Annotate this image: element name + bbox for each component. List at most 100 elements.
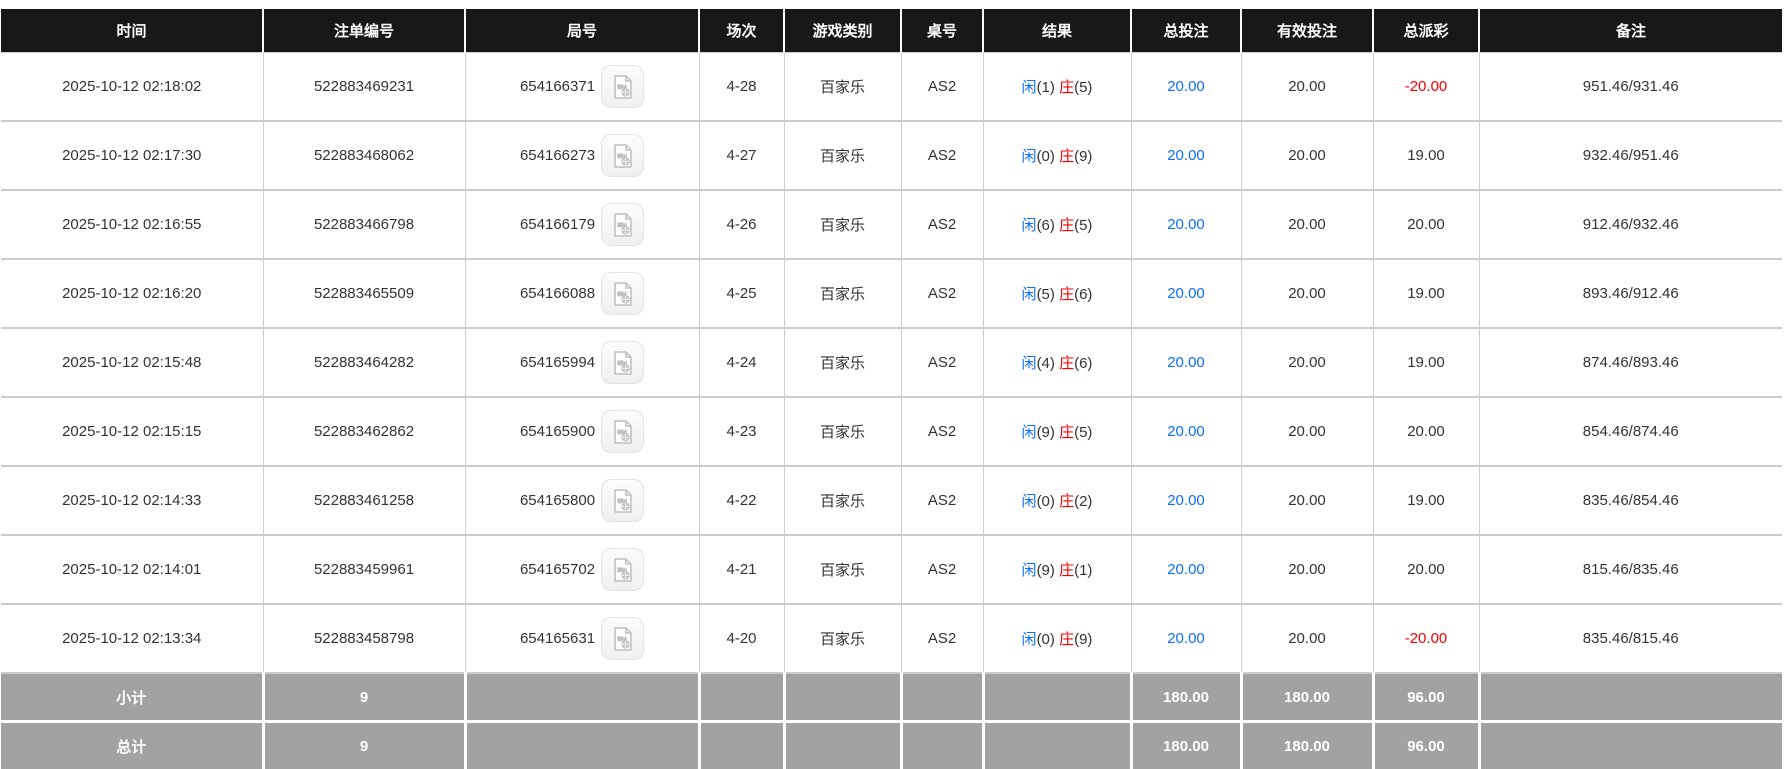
table-header: 时间 注单编号 局号 场次 游戏类别 桌号 结果 总投注 有效投注 总派彩 备注 [1, 9, 1782, 53]
banker-label: 庄 [1059, 286, 1074, 303]
video-replay-button[interactable] [601, 65, 644, 108]
player-points: (6) [1037, 217, 1055, 234]
player-points: (0) [1037, 631, 1055, 648]
player-label: 闲 [1022, 424, 1037, 441]
cell-remark: 951.46/931.46 [1479, 53, 1782, 122]
cell-order-no: 522883458798 [263, 604, 465, 673]
cell-time: 2025-10-12 02:14:01 [1, 535, 263, 604]
player-label: 闲 [1022, 286, 1037, 303]
cell-remark: 912.46/932.46 [1479, 190, 1782, 259]
cell-session: 4-23 [699, 397, 784, 466]
banker-points: (2) [1074, 493, 1092, 510]
video-file-icon [609, 211, 637, 239]
cell-session: 4-27 [699, 121, 784, 190]
banker-label: 庄 [1059, 424, 1074, 441]
subtotal-label: 小计 [1, 673, 263, 722]
subtotal-payout: 96.00 [1373, 673, 1479, 722]
col-header-table-no: 桌号 [901, 9, 983, 53]
round-number: 654165994 [520, 354, 595, 371]
cell-remark: 893.46/912.46 [1479, 259, 1782, 328]
player-label: 闲 [1022, 631, 1037, 648]
video-replay-button[interactable] [601, 341, 644, 384]
cell-total-bet: 20.00 [1131, 397, 1241, 466]
bet-records-table: 时间 注单编号 局号 场次 游戏类别 桌号 结果 总投注 有效投注 总派彩 备注… [1, 9, 1782, 769]
cell-result: 闲(5) 庄(6) [983, 259, 1131, 328]
cell-game-type: 百家乐 [784, 397, 901, 466]
video-replay-button[interactable] [601, 272, 644, 315]
player-label: 闲 [1022, 355, 1037, 372]
banker-points: (5) [1074, 79, 1092, 96]
cell-time: 2025-10-12 02:13:34 [1, 604, 263, 673]
cell-round-no: 654166179 [465, 190, 699, 259]
col-header-result: 结果 [983, 9, 1131, 53]
grand-total-row: 总计 9 180.00 180.00 96.00 [1, 722, 1782, 769]
cell-payout: 19.00 [1373, 259, 1479, 328]
cell-time: 2025-10-12 02:15:48 [1, 328, 263, 397]
cell-valid-bet: 20.00 [1241, 121, 1373, 190]
banker-points: (9) [1074, 148, 1092, 165]
player-label: 闲 [1022, 79, 1037, 96]
cell-order-no: 522883465509 [263, 259, 465, 328]
video-replay-button[interactable] [601, 548, 644, 591]
banker-points: (5) [1074, 217, 1092, 234]
cell-remark: 932.46/951.46 [1479, 121, 1782, 190]
banker-points: (5) [1074, 424, 1092, 441]
cell-total-bet: 20.00 [1131, 604, 1241, 673]
cell-round-no: 654165994 [465, 328, 699, 397]
player-points: (1) [1037, 79, 1055, 96]
cell-result: 闲(0) 庄(9) [983, 604, 1131, 673]
cell-remark: 815.46/835.46 [1479, 535, 1782, 604]
cell-valid-bet: 20.00 [1241, 535, 1373, 604]
cell-round-no: 654166273 [465, 121, 699, 190]
cell-time: 2025-10-12 02:15:15 [1, 397, 263, 466]
banker-points: (9) [1074, 631, 1092, 648]
subtotal-row: 小计 9 180.00 180.00 96.00 [1, 673, 1782, 722]
video-replay-button[interactable] [601, 203, 644, 246]
cell-game-type: 百家乐 [784, 535, 901, 604]
video-replay-button[interactable] [601, 479, 644, 522]
cell-session: 4-28 [699, 53, 784, 122]
cell-round-no: 654165900 [465, 397, 699, 466]
col-header-order-no: 注单编号 [263, 9, 465, 53]
cell-session: 4-20 [699, 604, 784, 673]
subtotal-count: 9 [263, 673, 465, 722]
round-number: 654166179 [520, 216, 595, 233]
cell-table-no: AS2 [901, 53, 983, 122]
cell-table-no: AS2 [901, 121, 983, 190]
cell-order-no: 522883462862 [263, 397, 465, 466]
video-replay-button[interactable] [601, 134, 644, 177]
cell-payout: 20.00 [1373, 397, 1479, 466]
cell-session: 4-21 [699, 535, 784, 604]
cell-result: 闲(0) 庄(2) [983, 466, 1131, 535]
cell-payout: -20.00 [1373, 604, 1479, 673]
cell-result: 闲(9) 庄(5) [983, 397, 1131, 466]
round-number: 654165631 [520, 630, 595, 647]
round-number: 654165900 [520, 423, 595, 440]
cell-game-type: 百家乐 [784, 259, 901, 328]
cell-total-bet: 20.00 [1131, 466, 1241, 535]
cell-remark: 854.46/874.46 [1479, 397, 1782, 466]
cell-valid-bet: 20.00 [1241, 190, 1373, 259]
cell-round-no: 654166371 [465, 53, 699, 122]
cell-table-no: AS2 [901, 466, 983, 535]
cell-result: 闲(1) 庄(5) [983, 53, 1131, 122]
cell-payout: 19.00 [1373, 121, 1479, 190]
cell-payout: 20.00 [1373, 190, 1479, 259]
cell-total-bet: 20.00 [1131, 190, 1241, 259]
round-number: 654166088 [520, 285, 595, 302]
round-number: 654165702 [520, 561, 595, 578]
video-file-icon [609, 280, 637, 308]
cell-table-no: AS2 [901, 397, 983, 466]
cell-time: 2025-10-12 02:14:33 [1, 466, 263, 535]
col-header-valid-bet: 有效投注 [1241, 9, 1373, 53]
col-header-time: 时间 [1, 9, 263, 53]
round-number: 654166273 [520, 147, 595, 164]
player-points: (0) [1037, 493, 1055, 510]
banker-points: (6) [1074, 355, 1092, 372]
cell-payout: 19.00 [1373, 466, 1479, 535]
cell-order-no: 522883466798 [263, 190, 465, 259]
banker-label: 庄 [1059, 355, 1074, 372]
cell-order-no: 522883461258 [263, 466, 465, 535]
video-replay-button[interactable] [601, 617, 644, 660]
video-replay-button[interactable] [601, 410, 644, 453]
